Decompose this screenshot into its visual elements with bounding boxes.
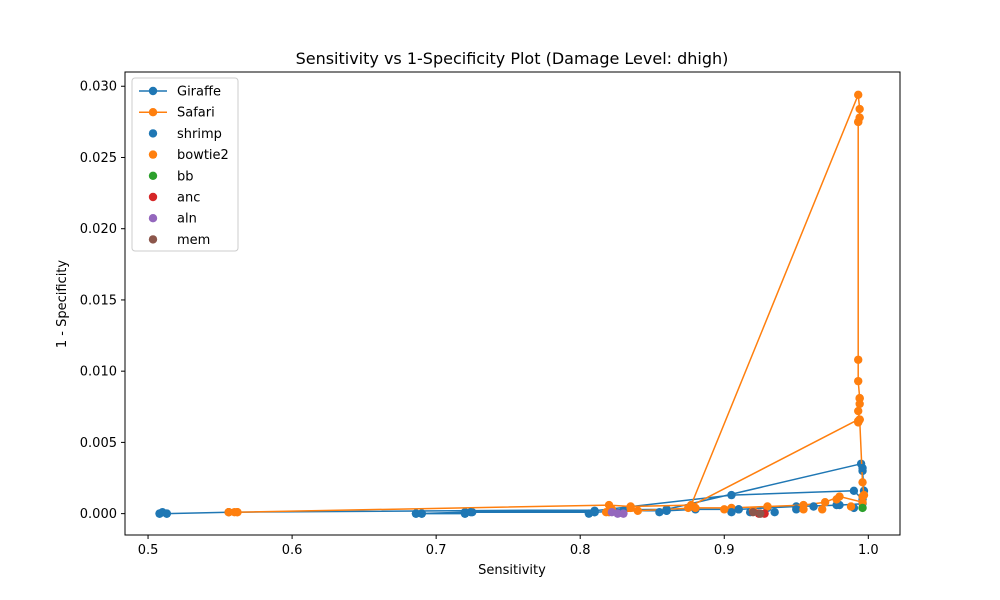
legend-shrimp-label: shrimp (177, 127, 222, 142)
series-layer (155, 90, 869, 518)
safari-marker (763, 502, 772, 511)
legend-mem-marker (148, 235, 158, 244)
x-axis: 0.5 0.6 0.7 0.8 0.9 1.0 (138, 535, 879, 558)
shrimp-point (734, 505, 743, 514)
safari-marker (691, 503, 700, 513)
bowtie2-point (855, 394, 864, 403)
bowtie2-point (846, 502, 856, 511)
legend-anc-marker (148, 192, 158, 202)
mem-point (756, 509, 765, 518)
safari-marker (854, 90, 863, 99)
y-tick-label: 0.025 (80, 151, 117, 166)
y-tick-label: 0.020 (80, 222, 117, 237)
legend-giraffe-marker (148, 86, 158, 96)
chart-title: Sensitivity vs 1-Specificity Plot (Damag… (296, 49, 729, 68)
x-tick-label: 0.9 (714, 543, 735, 558)
shrimp-point (858, 463, 867, 473)
legend-box (131, 77, 239, 252)
x-tick-label: 1.0 (858, 543, 879, 558)
shrimp-point (417, 509, 426, 518)
legend-aln-marker (148, 214, 158, 223)
y-axis: 0.000 0.005 0.010 0.015 0.020 0.025 0.030 (80, 80, 125, 522)
safari-line (692, 418, 859, 506)
y-tick-label: 0.015 (80, 293, 117, 308)
shrimp-point (770, 508, 779, 517)
shrimp-point (655, 508, 664, 517)
legend-shrimp-marker (148, 129, 158, 138)
x-tick-label: 0.6 (282, 543, 303, 558)
shrimp-point (162, 509, 171, 518)
shrimp-point (411, 509, 421, 518)
bowtie2-point (854, 117, 863, 127)
y-tick-label: 0.010 (80, 365, 117, 380)
legend: Giraffe Safari shrimp bowtie2 bb anc aln mem (131, 77, 239, 252)
shrimp-point (809, 502, 818, 511)
bowtie2-point (818, 505, 827, 514)
shrimp-point (727, 508, 736, 517)
legend-bb-marker (148, 171, 158, 180)
bowtie2-point (720, 505, 729, 514)
plot-area (124, 71, 901, 536)
mem-point (748, 508, 758, 517)
x-tick-label: 0.5 (138, 543, 159, 558)
legend-bb-label: bb (177, 169, 194, 184)
shrimp-point (662, 506, 671, 515)
legend-anc-label: anc (177, 191, 200, 206)
safari-line (228, 94, 865, 513)
x-tick-label: 0.8 (570, 543, 591, 558)
legend-safari-label: Safari (177, 106, 215, 121)
legend-giraffe-label: Giraffe (177, 85, 221, 100)
safari-marker (855, 104, 864, 114)
aln-point (613, 509, 622, 518)
legend-bowtie2-label: bowtie2 (177, 148, 229, 163)
x-axis-label: Sensitivity (478, 563, 546, 578)
safari-marker (820, 498, 830, 507)
bowtie2-point (832, 495, 841, 504)
shrimp-point (792, 505, 801, 514)
bowtie2-point (224, 508, 233, 517)
giraffe-marker (727, 490, 736, 500)
legend-safari-marker (148, 108, 158, 117)
safari-marker (854, 406, 863, 416)
safari-marker (858, 478, 867, 487)
shrimp-point (466, 508, 475, 517)
y-tick-label: 0.000 (80, 507, 117, 522)
giraffe-marker (849, 486, 859, 496)
bowtie2-point (684, 503, 693, 513)
safari-marker (854, 355, 863, 364)
safari-marker (633, 506, 643, 515)
aln-point (619, 509, 628, 518)
bb-point (858, 503, 867, 513)
y-axis-label: 1 - Specificity (55, 260, 70, 349)
legend-bowtie2-marker (148, 150, 158, 159)
safari-marker (855, 415, 864, 424)
legend-aln-label: aln (177, 212, 197, 227)
bowtie2-point (799, 505, 808, 514)
bowtie2-point (626, 503, 635, 513)
y-tick-label: 0.005 (80, 436, 117, 451)
shrimp-point (590, 508, 599, 517)
bowtie2-point (858, 492, 867, 501)
bowtie2-point (233, 508, 242, 517)
legend-mem-label: mem (177, 233, 210, 248)
safari-marker (854, 376, 863, 386)
x-tick-label: 0.7 (426, 543, 447, 558)
y-tick-label: 0.030 (80, 80, 117, 95)
